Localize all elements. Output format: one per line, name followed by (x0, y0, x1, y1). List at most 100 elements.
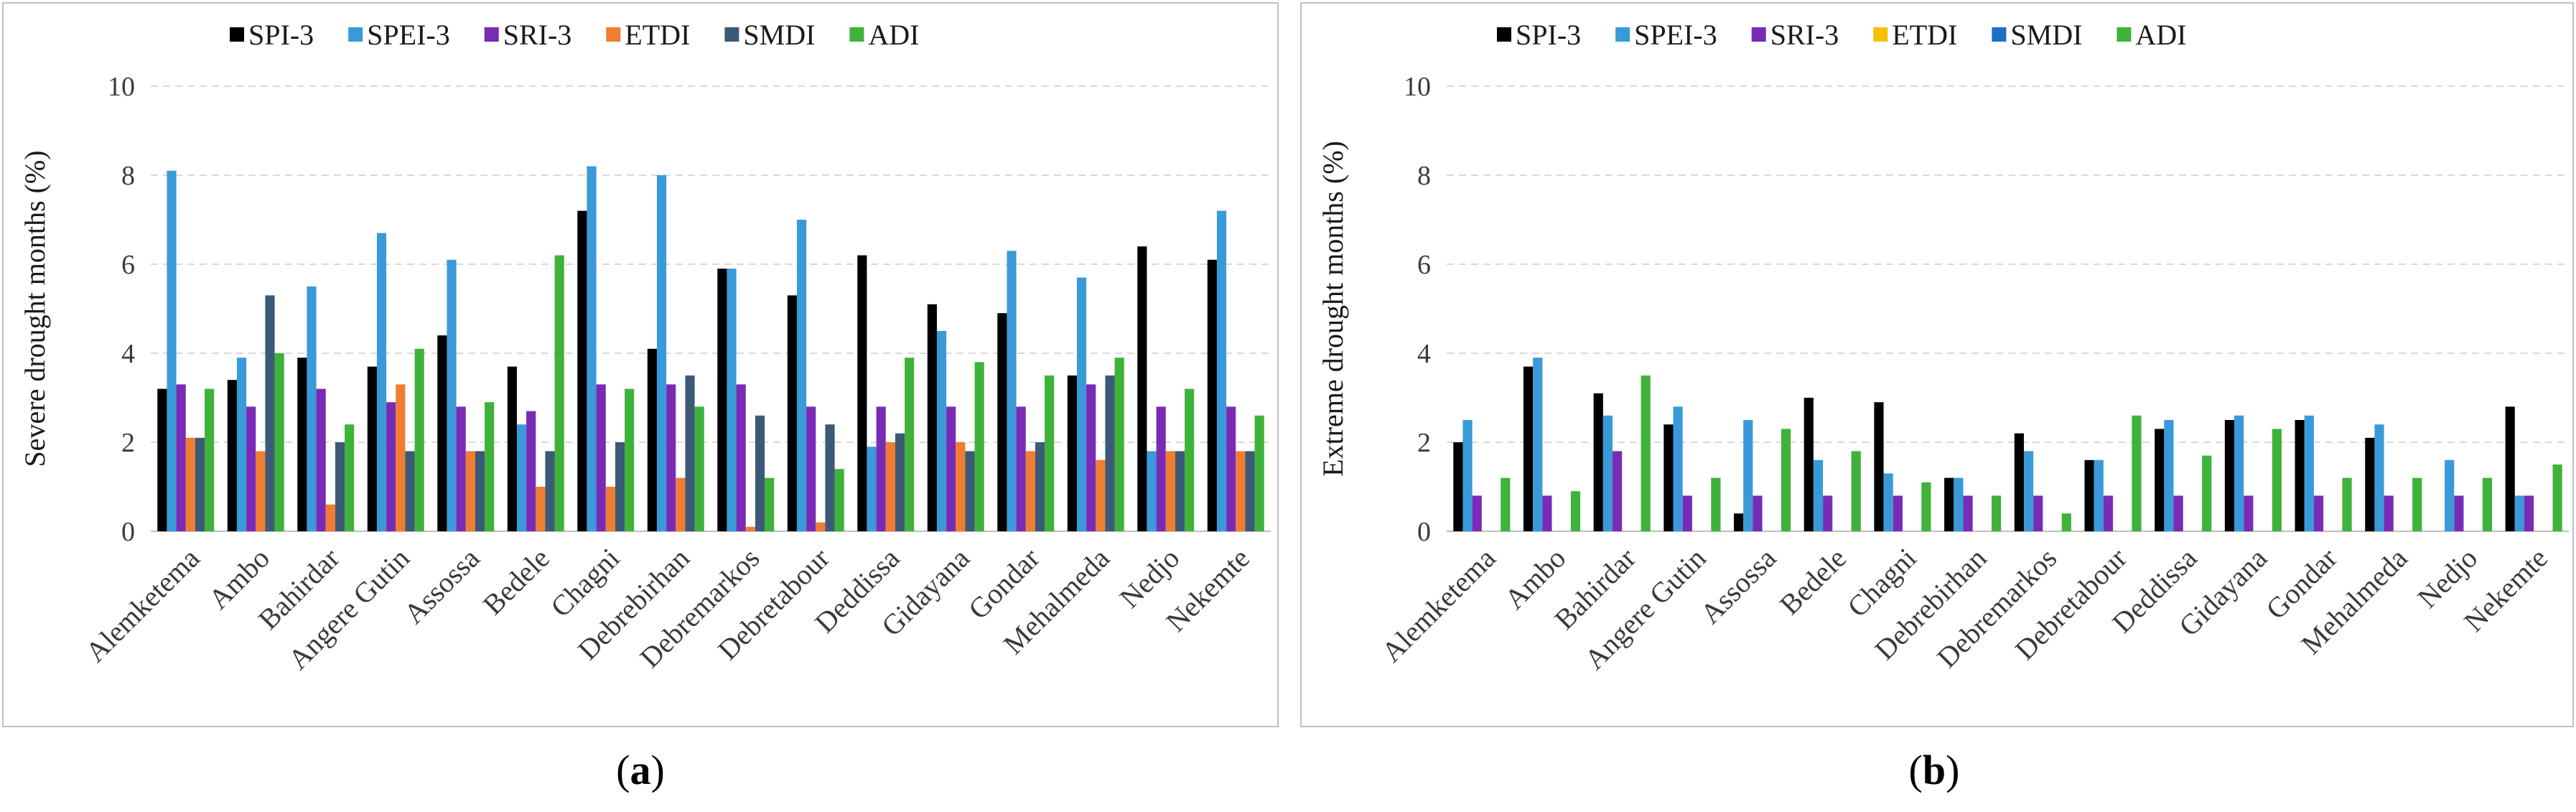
bar-sri-3-9 (806, 406, 816, 531)
bar-spi-3-9 (2084, 459, 2094, 531)
bar-adi-1 (274, 353, 284, 531)
bar-adi-14 (1185, 388, 1195, 531)
bar-spei-3-9 (2094, 459, 2104, 531)
bar-spei-3-15 (2514, 495, 2524, 531)
bar-etdi-14 (1165, 451, 1175, 531)
bar-adi-8 (765, 477, 775, 531)
bar-spei-3-6 (587, 166, 597, 531)
legend-label-sri-3: SRI-3 (503, 19, 572, 51)
bar-sri-3-12 (2313, 495, 2324, 531)
y-tick-label: 6 (1417, 250, 1431, 280)
bar-sri-3-5 (1823, 495, 1833, 531)
bar-sri-3-3 (386, 402, 396, 531)
bar-adi-12 (2342, 477, 2352, 531)
bar-spi-3-4 (1734, 513, 1744, 531)
bar-sri-3-6 (596, 384, 606, 531)
bar-sri-3-14 (2454, 495, 2464, 531)
bar-spi-3-14 (1137, 246, 1147, 531)
legend-swatch-etdi (1873, 27, 1888, 42)
bar-adi-6 (1921, 482, 1931, 531)
bar-smdi-6 (615, 442, 625, 531)
bar-smdi-1 (265, 295, 275, 531)
bar-spei-3-5 (1813, 459, 1824, 531)
bar-sri-3-8 (736, 384, 746, 531)
y-tick-label: 2 (121, 428, 135, 458)
bar-sri-3-6 (1893, 495, 1903, 531)
bar-spei-3-8 (727, 269, 737, 531)
bar-spi-3-15 (1207, 259, 1217, 531)
bar-spei-3-10 (867, 447, 877, 531)
bar-sri-3-4 (1753, 495, 1763, 531)
legend-swatch-spei-3 (348, 27, 363, 42)
bar-sri-3-13 (1086, 384, 1096, 531)
legend-swatch-adi (2117, 27, 2132, 42)
legend-swatch-sri-3 (1751, 27, 1766, 42)
bar-smdi-2 (335, 442, 345, 531)
bar-spei-3-8 (2023, 451, 2034, 531)
y-tick-label: 4 (1417, 339, 1431, 369)
bar-spei-3-4 (1743, 420, 1753, 531)
y-tick-label: 10 (1404, 72, 1431, 102)
bar-spi-3-3 (1663, 424, 1674, 531)
bar-adi-10 (2202, 455, 2212, 531)
bar-sri-3-9 (2103, 495, 2114, 531)
bar-spei-3-11 (2234, 415, 2244, 531)
bar-spi-3-2 (1593, 393, 1603, 531)
bar-etdi-6 (605, 487, 615, 531)
legend-swatch-spei-3 (1615, 27, 1630, 42)
bar-smdi-12 (1035, 442, 1045, 531)
bar-adi-5 (554, 255, 564, 531)
bar-spi-3-13 (1067, 375, 1077, 531)
y-tick-label: 2 (1417, 428, 1431, 458)
bar-spi-3-11 (2224, 420, 2235, 531)
bar-etdi-7 (676, 477, 686, 531)
panel-caption: (b) (1909, 747, 1960, 793)
bar-spei-3-10 (2164, 420, 2174, 531)
bar-spei-3-12 (2304, 415, 2314, 531)
bar-spi-3-12 (2295, 420, 2305, 531)
bar-etdi-8 (745, 526, 755, 531)
bar-spi-3-9 (787, 295, 797, 531)
bar-sri-3-2 (1613, 451, 1623, 531)
bar-spi-3-0 (157, 388, 167, 531)
bar-smdi-13 (1105, 375, 1115, 531)
legend-label-sri-3: SRI-3 (1770, 19, 1839, 51)
bar-sri-3-1 (1542, 495, 1552, 531)
y-axis-title: Severe drought months (%) (19, 150, 51, 467)
bar-spi-3-8 (2014, 433, 2024, 531)
bar-adi-2 (345, 424, 355, 531)
bar-adi-13 (1114, 358, 1124, 531)
bar-adi-3 (1711, 477, 1721, 531)
bar-etdi-2 (325, 504, 335, 531)
legend-label-spi-3: SPI-3 (1516, 19, 1581, 51)
bar-sri-3-13 (2384, 495, 2394, 531)
legend-swatch-smdi (724, 27, 739, 42)
bar-spei-3-12 (1007, 251, 1017, 531)
bar-smdi-8 (755, 415, 765, 531)
bar-adi-15 (1254, 415, 1264, 531)
legend-swatch-adi (849, 27, 864, 42)
legend-label-spei-3: SPEI-3 (1634, 19, 1717, 51)
bar-spei-3-7 (656, 175, 667, 531)
y-tick-label: 8 (121, 161, 135, 191)
bar-smdi-3 (405, 451, 415, 531)
legend-swatch-etdi (606, 27, 621, 42)
bar-spei-3-1 (1533, 358, 1543, 531)
bar-smdi-5 (545, 451, 555, 531)
bar-adi-13 (2412, 477, 2422, 531)
legend: SPI-3 SPEI-3 SRI-3 ETDI SMDI ADI (230, 19, 920, 51)
bar-sri-3-7 (1963, 495, 1973, 531)
bar-spi-3-13 (2365, 437, 2375, 531)
y-tick-label: 10 (108, 72, 135, 102)
legend-label-etdi: ETDI (1892, 19, 1957, 51)
legend: SPI-3 SPEI-3 SRI-3 ETDI SMDI ADI (1497, 19, 2187, 51)
y-tick-label: 0 (121, 517, 135, 547)
bar-spei-3-6 (1883, 473, 1893, 531)
bar-spi-3-1 (1523, 366, 1534, 531)
bar-etdi-10 (885, 442, 895, 531)
legend-label-spei-3: SPEI-3 (367, 19, 450, 51)
bar-sri-3-15 (2524, 495, 2534, 531)
bar-smdi-14 (1175, 451, 1185, 531)
